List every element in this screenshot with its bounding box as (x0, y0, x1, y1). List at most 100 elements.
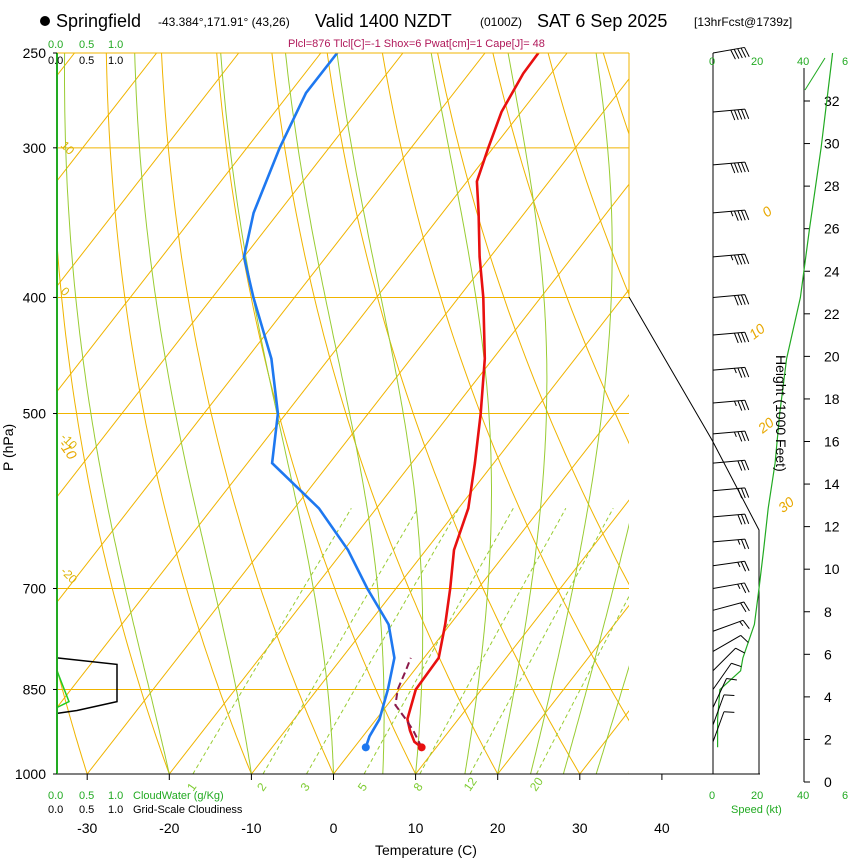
wind-barb (712, 161, 750, 174)
barb-feather (740, 635, 749, 643)
wind-barb (712, 647, 746, 672)
dry-adiabat (160, 53, 334, 774)
barb-feather (744, 332, 750, 343)
y-tick-label: 250 (23, 45, 47, 61)
barb-feather (744, 294, 750, 305)
barb-staff (712, 647, 736, 672)
barb-staff (712, 560, 745, 567)
height-tick-label: 28 (824, 178, 840, 194)
isotherm--90 (57, 53, 158, 182)
barb-feather (744, 582, 750, 593)
x-tick-label: -10 (241, 820, 261, 836)
barb-feather (744, 47, 750, 57)
wind-barb (712, 678, 737, 708)
top-black-tick-0: 0.0 (48, 55, 63, 67)
barb-feather (733, 49, 740, 59)
valid-date: SAT 6 Sep 2025 (537, 11, 667, 31)
bottom-speed-tick-1: 20 (751, 790, 763, 802)
top-green-tick-1: 0.5 (79, 39, 94, 51)
barb-feather (740, 109, 746, 120)
cloudiness-line (56, 670, 70, 709)
height-tick-label: 32 (824, 93, 840, 109)
wind-barb (712, 294, 750, 306)
mixing-ratio-label: 3 (297, 780, 312, 794)
mixing-ratio-label: 5 (355, 780, 370, 794)
barb-feather (740, 561, 747, 572)
mixing-ratio-line (419, 508, 567, 774)
barb-feather (740, 431, 746, 442)
dry-adiabat (602, 53, 629, 136)
moist-adiabat (530, 53, 613, 774)
barb-feather (742, 620, 750, 629)
barb-feather (740, 294, 746, 305)
bottom-black-tick-0: 0.0 (48, 804, 63, 816)
barb-feather (737, 514, 743, 525)
x-axis-label: Temperature (C) (375, 842, 477, 858)
dry-adiabat (271, 53, 499, 774)
barb-feather (740, 460, 746, 471)
barb-feather (733, 295, 739, 306)
moist-adiabat (595, 665, 629, 774)
isotherm--40 (57, 53, 568, 709)
barb-feather (744, 161, 750, 172)
parcel-line (394, 657, 423, 748)
barb-feather (744, 400, 750, 411)
barb-feather (733, 332, 739, 344)
dry-adiabat (216, 53, 417, 774)
height-tick-label: 4 (824, 689, 832, 705)
cloud-profiles (56, 657, 118, 715)
barb-staff (712, 694, 725, 726)
dry-adiabat (381, 53, 629, 722)
height-tick-label: 14 (824, 476, 840, 492)
isotherm--70 (57, 53, 322, 393)
barb-feather (731, 662, 742, 668)
top-speed-tick-1: 20 (751, 56, 763, 68)
wind-barb (712, 459, 750, 471)
barb-staff (712, 209, 745, 214)
y-tick-label: 500 (23, 406, 47, 422)
barb-feather (733, 109, 739, 120)
station-marker (40, 16, 50, 26)
barb-feather (740, 210, 746, 221)
moist-adiabat (497, 53, 548, 774)
x-tick-label: -30 (77, 820, 97, 836)
mixing-ratio-line (192, 508, 352, 774)
barb-feather (740, 400, 746, 411)
wind-barb (712, 619, 750, 632)
isotherm-label: 30 (775, 493, 797, 515)
dry-adiabat (105, 53, 252, 774)
barb-feather (737, 332, 743, 343)
barb-feather (740, 583, 747, 594)
barb-feather (737, 162, 743, 173)
height-tick-label: 0 (824, 774, 832, 790)
mixing-ratio-line (536, 595, 629, 774)
top-black-tick-1: 0.5 (79, 55, 94, 67)
barb-feather (744, 487, 750, 498)
barb-half-feather (733, 431, 737, 438)
isotherm-10 (415, 499, 629, 774)
barb-feather (737, 400, 743, 411)
height-tick-label: 30 (824, 136, 840, 152)
x-tick-label: 40 (654, 820, 670, 836)
wind-barb (712, 513, 750, 525)
barb-feather (744, 460, 750, 471)
parcel-params: Plcl=876 Tlcl[C]=-1 Shox=6 Pwat[cm]=1 Ca… (288, 38, 545, 50)
isotherm--30 (86, 78, 629, 774)
barb-feather (730, 163, 736, 174)
height-tick-label: 22 (824, 306, 840, 322)
isotherm-label: 10 (746, 320, 768, 342)
moist-adiabat (336, 53, 424, 774)
y-axis-label: P (hPa) (0, 424, 16, 471)
barb-half-feather (737, 562, 741, 568)
height-tick-label: 6 (824, 646, 832, 662)
mixing-ratio-label: 2 (254, 780, 269, 794)
barb-feather (740, 162, 746, 173)
cloudwater-label: CloudWater (g/Kg) (133, 790, 224, 802)
barb-feather (744, 430, 750, 441)
top-speed-scale: 0 20 40 6 (709, 56, 848, 68)
mixing-ratio-line (363, 508, 514, 774)
wind-barb (712, 711, 735, 742)
isotherm-label: 0 (759, 203, 775, 221)
barb-staff (712, 662, 732, 690)
